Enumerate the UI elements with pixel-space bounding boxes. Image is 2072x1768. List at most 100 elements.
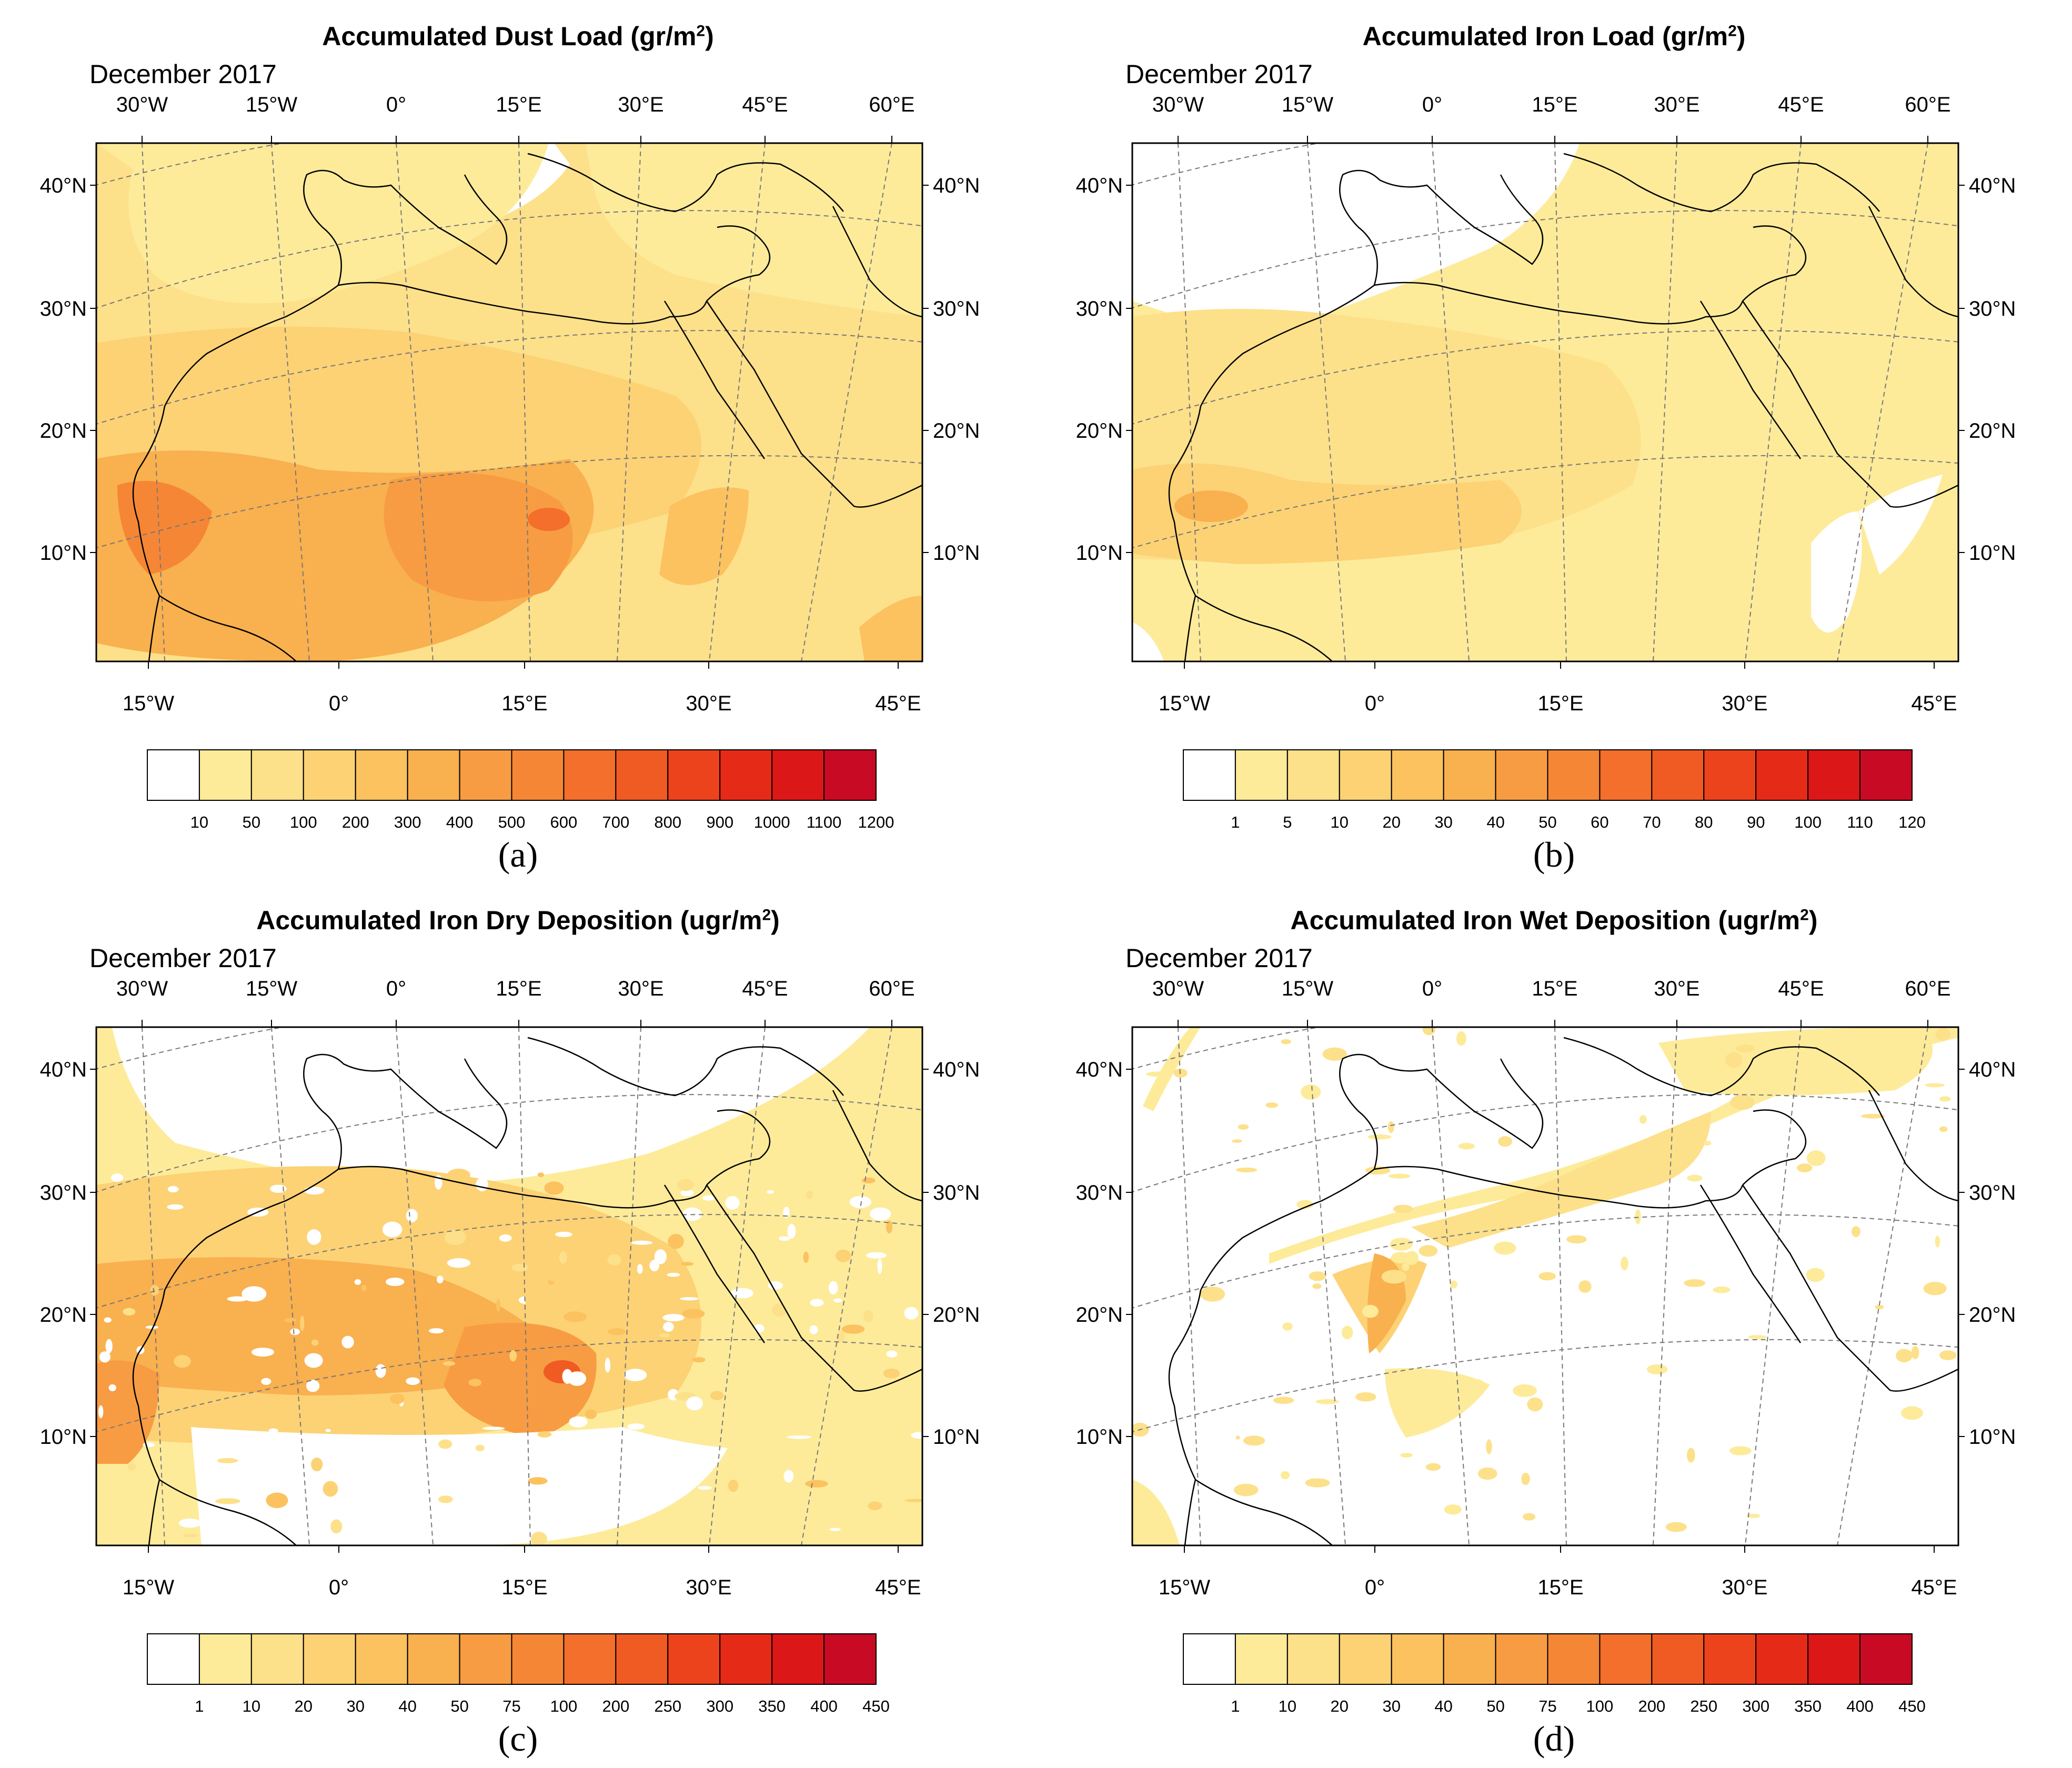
meridian-line xyxy=(617,143,641,661)
field-speckle xyxy=(284,1318,297,1323)
field-speckle xyxy=(123,1308,136,1316)
field-speckle xyxy=(883,1368,900,1379)
meridian-line xyxy=(518,1027,531,1545)
field-speckle xyxy=(1939,1350,1957,1360)
coastline-segment xyxy=(1742,225,1807,302)
colorbar-label: 75 xyxy=(502,1697,520,1715)
field-speckle xyxy=(1402,1263,1410,1271)
field-region xyxy=(1132,622,1164,661)
field-speckle xyxy=(350,1181,367,1196)
map-panel-c: Accumulated Iron Dry Deposition (ugr/m2)… xyxy=(0,884,1036,1768)
colorbar-swatch xyxy=(1183,749,1236,801)
colorbar-swatch xyxy=(1807,1633,1861,1685)
colorbar-label: 120 xyxy=(1898,813,1926,831)
field-speckle xyxy=(325,1429,331,1432)
field-speckle xyxy=(111,1173,124,1182)
field-speckle xyxy=(836,1249,851,1262)
lat-tick-label-left: 30°N xyxy=(40,1181,87,1204)
field-speckle xyxy=(1486,1439,1492,1454)
field-speckle xyxy=(662,1314,685,1322)
field-speckle xyxy=(167,1186,179,1193)
lon-tick-label-top: 15°E xyxy=(1532,977,1577,1000)
colorbar-swatch xyxy=(1443,749,1496,801)
coastline-segment xyxy=(303,169,508,286)
meridian-line xyxy=(1745,143,1802,661)
colorbar-label: 30 xyxy=(1382,1697,1400,1715)
parallel-line xyxy=(1132,1339,1958,1433)
colorbar-swatch xyxy=(1755,1633,1809,1685)
field-speckle xyxy=(1500,1221,1513,1228)
lat-tick-label-right: 10°N xyxy=(1969,541,2016,565)
panel-title-superscript: 2 xyxy=(762,906,771,924)
field-speckle xyxy=(99,1351,111,1363)
colorbar-swatch xyxy=(563,749,617,801)
field-speckle xyxy=(400,1468,421,1481)
field-speckle xyxy=(710,1391,724,1400)
map-panel-b: Accumulated Iron Load (gr/m2) December 20… xyxy=(1036,0,2072,884)
panel-title-superscript: 2 xyxy=(1728,22,1737,40)
field-speckle xyxy=(104,1317,112,1323)
colorbar-label: 110 xyxy=(1847,813,1873,831)
field-speckle xyxy=(623,1369,647,1381)
colorbar-swatch xyxy=(1183,1633,1236,1685)
field-speckle xyxy=(637,1264,643,1274)
colorbar-label: 10 xyxy=(190,813,208,831)
meridian-line xyxy=(801,143,892,661)
field-speckle xyxy=(537,1431,552,1438)
field-speckle xyxy=(377,1442,386,1450)
field-speckle xyxy=(268,1428,278,1433)
colorbar-swatch xyxy=(198,1633,252,1685)
lon-tick-label-top: 30°W xyxy=(116,93,168,116)
field-speckle xyxy=(275,1528,283,1543)
colorbar-swatch xyxy=(1755,749,1809,801)
colorbar: 1 5 10 20 30 40 50 60 70 80 90 100 110 120 xyxy=(1183,749,1926,831)
colorbar-swatch xyxy=(303,1633,356,1685)
field-speckle xyxy=(330,1519,343,1534)
lon-tick-label-top: 30°W xyxy=(1152,93,1204,116)
lon-tick-label-top: 0° xyxy=(386,93,406,116)
colorbar-swatch xyxy=(1703,749,1757,801)
colorbar-label: 600 xyxy=(550,813,578,831)
meridian-line xyxy=(1432,143,1470,661)
map-frame xyxy=(1131,1026,1959,1546)
lon-tick-label-bottom: 45°E xyxy=(875,692,921,715)
field-speckle xyxy=(806,1191,813,1199)
field-speckle xyxy=(251,1348,275,1357)
field-speckle xyxy=(499,1234,512,1242)
lat-tick-label-right: 30°N xyxy=(933,1181,980,1204)
lon-tick-label-top: 30°E xyxy=(1654,977,1699,1000)
map-field xyxy=(1132,143,1958,661)
lat-tick-label-left: 40°N xyxy=(1076,1058,1123,1081)
colorbar-swatch xyxy=(667,1633,721,1685)
colorbar-swatch xyxy=(1234,1633,1288,1685)
field-speckle xyxy=(1243,1435,1265,1446)
field-speckle xyxy=(217,1458,238,1463)
field-region xyxy=(112,1027,870,1186)
field-speckle xyxy=(1901,1406,1923,1420)
field-speckle xyxy=(354,1279,361,1285)
colorbar-swatch xyxy=(407,749,460,801)
meridian-line xyxy=(396,1027,434,1545)
field-speckle xyxy=(1566,1235,1587,1244)
lon-tick-label-top: 0° xyxy=(1422,93,1442,116)
parallel-line xyxy=(96,330,922,425)
field-speckle xyxy=(886,1350,898,1358)
field-speckle xyxy=(1494,1241,1516,1255)
colorbar-swatch xyxy=(1391,1633,1444,1685)
meridian-line xyxy=(1554,1027,1567,1545)
field-speckle xyxy=(1911,1345,1919,1360)
field-speckle xyxy=(659,1333,670,1338)
lon-tick-label-bottom: 30°E xyxy=(686,692,731,715)
field-speckle xyxy=(143,1442,155,1448)
field-speckle xyxy=(145,1325,158,1329)
lat-tick-label-right: 40°N xyxy=(1969,174,2016,197)
field-speckle xyxy=(805,1480,828,1488)
lat-tick-label-right: 20°N xyxy=(1969,1303,2016,1327)
field-speckle xyxy=(1852,1226,1860,1238)
colorbar-swatch xyxy=(1286,1633,1340,1685)
date-label: December 2017 xyxy=(89,59,277,89)
field-speckle xyxy=(300,1315,305,1331)
panel-title-text: Accumulated Iron Dry Deposition (ugr/m xyxy=(256,906,762,935)
map-frame xyxy=(95,142,923,662)
panel-label: (d) xyxy=(1533,1719,1575,1759)
